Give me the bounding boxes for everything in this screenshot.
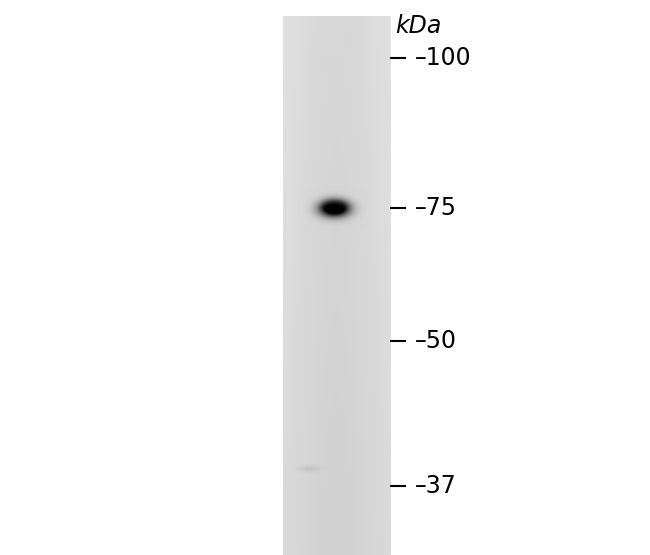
- Text: –75: –75: [415, 196, 457, 220]
- Text: –100: –100: [415, 46, 471, 70]
- Text: –50: –50: [415, 329, 457, 354]
- Text: kDa: kDa: [395, 14, 441, 38]
- Text: –37: –37: [415, 473, 456, 498]
